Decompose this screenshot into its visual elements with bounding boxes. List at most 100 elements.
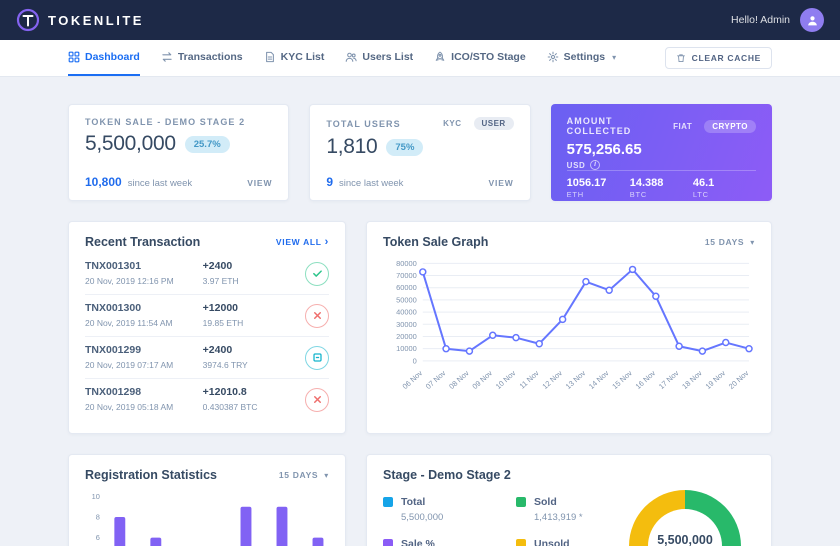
amount-currency: USD <box>566 160 586 170</box>
chevron-down-icon: ▾ <box>612 52 617 62</box>
transaction-crypto-amount: 19.85 ETH <box>202 318 244 328</box>
legend-unsold: Unsold 4,086,082 <box>516 538 629 546</box>
users-icon <box>345 51 358 63</box>
token-sale-title: TOKEN SALE - DEMO STAGE 2 <box>85 117 246 127</box>
svg-text:11 Nov: 11 Nov <box>518 368 541 390</box>
transaction-date: 20 Nov, 2019 07:17 AM <box>85 360 174 370</box>
user-icon <box>807 15 817 25</box>
brand-name: TOKENLITE <box>48 12 144 28</box>
svg-text:6: 6 <box>96 533 100 542</box>
svg-text:07 Nov: 07 Nov <box>424 368 448 391</box>
token-sale-percent-badge: 25.7% <box>184 135 230 153</box>
clear-cache-button[interactable]: CLEAR CACHE <box>664 47 772 69</box>
transaction-row[interactable]: TNX001299 20 Nov, 2019 07:17 AM +2400 3974.… <box>85 336 329 378</box>
transaction-date: 20 Nov, 2019 11:54 AM <box>85 318 173 328</box>
token-sale-value: 5,500,000 <box>85 132 176 155</box>
clear-cache-label: CLEAR CACHE <box>691 53 761 63</box>
nav-item-ico-sto-stage[interactable]: ICO/STO Stage <box>434 40 526 76</box>
total-users-card: TOTAL USERS KYC USER 1,810 75% 9 since l… <box>309 104 531 201</box>
tab-user[interactable]: USER <box>473 117 514 130</box>
stage-donut-chart: 5,500,000 TLE <box>629 490 741 546</box>
gear-icon <box>547 51 559 63</box>
stage-card: Stage - Demo Stage 2 Total 5,500,000 Sol… <box>366 454 772 546</box>
total-users-title: TOTAL USERS <box>326 118 401 129</box>
transaction-status-completed-icon <box>305 261 329 286</box>
transaction-id: TNX001300 <box>85 302 142 314</box>
transaction-amount: +12000 <box>202 302 239 314</box>
legend-total: Total 5,500,000 <box>383 496 496 523</box>
amount-collected-title: AMOUNT COLLECTED <box>566 116 632 136</box>
grid-icon <box>68 51 80 63</box>
token-sale-view-link[interactable]: VIEW <box>247 178 273 188</box>
stage-title: Stage - Demo Stage 2 <box>383 468 511 482</box>
legend-sale-percent: Sale % 25.7% Sold <box>383 538 496 546</box>
middle-row: Recent Transaction VIEW ALL › TNX001301 2… <box>68 221 772 434</box>
total-users-view-link[interactable]: VIEW <box>488 178 514 188</box>
user-greeting: Hello! Admin <box>731 14 790 26</box>
nav-item-kyc-list[interactable]: KYC List <box>264 40 324 76</box>
transaction-amount: +2400 <box>202 260 233 272</box>
svg-text:15 Nov: 15 Nov <box>610 368 634 391</box>
rocket-icon <box>434 51 446 63</box>
svg-text:06 Nov: 06 Nov <box>401 368 425 391</box>
total-users-delta: 9 <box>326 175 334 189</box>
nav-item-settings[interactable]: Settings ▾ <box>547 40 616 76</box>
chevron-right-icon: › <box>324 236 329 248</box>
transaction-date: 20 Nov, 2019 12:16 PM <box>85 276 174 286</box>
chevron-down-icon: ▾ <box>750 237 755 247</box>
token-sale-delta: 10,800 <box>85 175 122 189</box>
eth-collected: 1056.17 ETH <box>566 177 607 199</box>
brand[interactable]: TOKENLITE <box>16 8 144 32</box>
main-nav: Dashboard Transactions KYC List Users List I… <box>0 40 840 77</box>
svg-text:60000: 60000 <box>396 283 417 292</box>
transaction-status-pending-icon <box>305 345 329 370</box>
registration-period-dropdown[interactable]: 15 DAYS ▾ <box>278 470 329 480</box>
nav-item-dashboard[interactable]: Dashboard <box>68 40 140 76</box>
tab-fiat[interactable]: FIAT <box>673 121 693 131</box>
transaction-crypto-amount: 0.430387 BTC <box>202 402 258 412</box>
registration-bar-chart: 0246810 <box>85 488 329 546</box>
transaction-id: TNX001298 <box>85 386 142 398</box>
legend-unsold-swatch <box>516 539 526 546</box>
amount-collected-card: AMOUNT COLLECTED FIAT CRYPTO 575,256.65 … <box>550 104 772 201</box>
transaction-crypto-amount: 3.97 ETH <box>202 276 239 286</box>
tab-crypto[interactable]: CRYPTO <box>704 119 756 133</box>
transaction-amount: +2400 <box>202 344 233 356</box>
token-sale-card: TOKEN SALE - DEMO STAGE 2 5,500,000 25.7… <box>68 104 290 201</box>
svg-text:80000: 80000 <box>396 259 417 268</box>
nav-items: Dashboard Transactions KYC List Users List I… <box>68 40 616 76</box>
token-sale-line-chart: 0 10000 20000 30000 40000 50000 60000 70000 8000… <box>383 255 755 407</box>
recent-transactions-card: Recent Transaction VIEW ALL › TNX001301 2… <box>68 221 346 434</box>
view-all-link[interactable]: VIEW ALL › <box>275 236 329 248</box>
svg-text:0: 0 <box>413 356 417 365</box>
transaction-row[interactable]: TNX001301 20 Nov, 2019 12:16 PM +2400 3.97 … <box>85 253 329 294</box>
topbar-right: Hello! Admin <box>731 8 824 32</box>
nav-item-users-list[interactable]: Users List <box>345 40 413 76</box>
chevron-down-icon: ▾ <box>324 470 329 480</box>
topbar: TOKENLITE Hello! Admin <box>0 0 840 40</box>
legend-sold: Sold 1,413,919 * <box>516 496 629 523</box>
svg-text:50000: 50000 <box>396 295 417 304</box>
trash-icon <box>676 53 686 63</box>
svg-text:8: 8 <box>96 513 100 522</box>
transaction-row[interactable]: TNX001300 20 Nov, 2019 11:54 AM +12000 19.8… <box>85 294 329 336</box>
transaction-status-cancelled-icon <box>305 303 329 328</box>
token-sale-graph-title: Token Sale Graph <box>383 235 489 249</box>
nav-item-transactions[interactable]: Transactions <box>161 40 243 76</box>
svg-text:40000: 40000 <box>396 308 417 317</box>
info-icon[interactable]: i <box>590 160 601 170</box>
stats-row: TOKEN SALE - DEMO STAGE 2 5,500,000 25.7… <box>68 104 772 201</box>
total-users-value: 1,810 <box>326 135 378 158</box>
user-avatar[interactable] <box>800 8 824 32</box>
svg-text:17 Nov: 17 Nov <box>657 368 681 391</box>
svg-text:09 Nov: 09 Nov <box>470 368 494 391</box>
transaction-row[interactable]: TNX001298 20 Nov, 2019 05:18 AM +12010.8 0.… <box>85 378 329 420</box>
svg-text:10: 10 <box>92 492 100 501</box>
tab-kyc[interactable]: KYC <box>443 119 462 128</box>
transaction-id: TNX001299 <box>85 344 142 356</box>
token-graph-period-dropdown[interactable]: 15 DAYS ▾ <box>704 237 755 247</box>
svg-text:10000: 10000 <box>396 344 417 353</box>
recent-transactions-title: Recent Transaction <box>85 235 201 249</box>
transaction-date: 20 Nov, 2019 05:18 AM <box>85 402 174 412</box>
